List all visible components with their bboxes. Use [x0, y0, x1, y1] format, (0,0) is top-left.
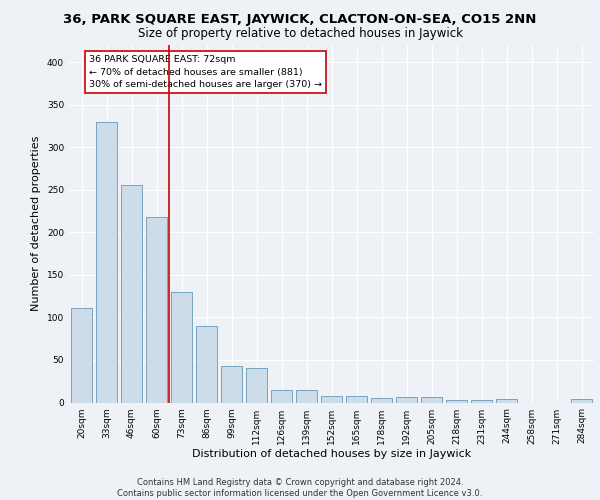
Bar — [121, 184, 142, 402]
Text: 36, PARK SQUARE EAST, JAYWICK, CLACTON-ON-SEA, CO15 2NN: 36, PARK SQUARE EAST, JAYWICK, CLACTON-O… — [64, 12, 536, 26]
Bar — [471, 400, 492, 402]
Bar — [496, 399, 517, 402]
Bar — [171, 292, 192, 403]
Bar — [246, 368, 267, 402]
Bar — [146, 217, 167, 402]
Bar — [396, 398, 417, 402]
Bar — [271, 390, 292, 402]
Text: Contains HM Land Registry data © Crown copyright and database right 2024.
Contai: Contains HM Land Registry data © Crown c… — [118, 478, 482, 498]
Bar — [196, 326, 217, 402]
Bar — [446, 400, 467, 402]
Text: Size of property relative to detached houses in Jaywick: Size of property relative to detached ho… — [137, 28, 463, 40]
Bar — [221, 366, 242, 403]
X-axis label: Distribution of detached houses by size in Jaywick: Distribution of detached houses by size … — [192, 450, 471, 460]
Bar — [421, 398, 442, 402]
Bar — [96, 122, 117, 402]
Bar — [371, 398, 392, 402]
Bar — [571, 399, 592, 402]
Y-axis label: Number of detached properties: Number of detached properties — [31, 136, 41, 312]
Bar — [296, 390, 317, 402]
Bar — [321, 396, 342, 402]
Bar — [346, 396, 367, 402]
Text: 36 PARK SQUARE EAST: 72sqm
← 70% of detached houses are smaller (881)
30% of sem: 36 PARK SQUARE EAST: 72sqm ← 70% of deta… — [89, 55, 322, 89]
Bar — [71, 308, 92, 402]
